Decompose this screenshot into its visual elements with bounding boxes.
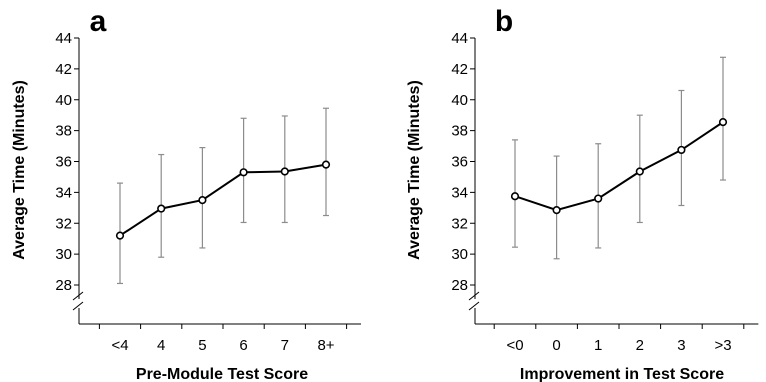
axis-break-mark xyxy=(468,291,480,301)
x-tick-label: <0 xyxy=(506,337,523,354)
x-axis-title: Pre-Module Test Score xyxy=(136,366,308,382)
y-tick-label: 42 xyxy=(55,61,72,78)
data-point xyxy=(552,206,561,215)
data-point xyxy=(635,167,644,176)
x-tick-label: 3 xyxy=(677,337,685,354)
data-point xyxy=(718,118,728,127)
y-tick-label: 38 xyxy=(55,123,72,140)
y-tick-label: 34 xyxy=(451,184,468,201)
data-point xyxy=(594,194,603,203)
x-tick-label: >3 xyxy=(714,337,731,354)
x-axis-title: Improvement in Test Score xyxy=(520,366,724,382)
y-tick-label: 40 xyxy=(55,92,72,109)
data-point xyxy=(280,167,289,176)
panel-letter: b xyxy=(495,5,513,38)
y-tick-label: 34 xyxy=(55,184,72,201)
x-tick-label: 8+ xyxy=(317,337,334,354)
y-tick-label: 30 xyxy=(55,246,72,263)
series-line xyxy=(119,163,327,237)
x-tick-label: 4 xyxy=(157,337,165,354)
panel-a: a 28 30 32 34 36 38 40 42 44 <4 4 5 6 7 8+ Pre-Module Te… xyxy=(11,5,362,382)
y-axis-title: Average Time (Minutes) xyxy=(406,80,423,260)
y-tick-label: 28 xyxy=(55,277,72,294)
panel-b: b 28 30 32 34 36 38 40 42 44 <0 0 1 2 3 >3 Improvement i… xyxy=(406,5,759,382)
y-tick-label: 42 xyxy=(451,61,468,78)
x-tick-label: 0 xyxy=(552,337,560,354)
y-tick-label: 30 xyxy=(451,246,468,263)
y-tick-label: 36 xyxy=(451,154,468,171)
data-point xyxy=(115,231,125,240)
y-tick-label: 40 xyxy=(451,92,468,109)
x-tick-label: 5 xyxy=(198,337,206,354)
y-tick-label: 38 xyxy=(451,123,468,140)
data-point xyxy=(157,204,166,213)
y-tick-label: 28 xyxy=(451,277,468,294)
y-tick-label: 44 xyxy=(55,30,72,47)
x-tick-label: 1 xyxy=(594,337,602,354)
y-tick-label: 36 xyxy=(55,154,72,171)
y-axis-title: Average Time (Minutes) xyxy=(11,80,28,260)
data-point xyxy=(677,145,686,155)
x-tick-label: 2 xyxy=(636,337,644,354)
axis-break-mark xyxy=(72,301,84,311)
y-tick-label: 44 xyxy=(451,30,468,47)
data-point xyxy=(510,192,520,201)
panel-letter: a xyxy=(90,5,107,38)
x-tick-label: <4 xyxy=(111,337,128,354)
data-point xyxy=(239,168,248,177)
data-point xyxy=(198,195,207,205)
axis-break-mark xyxy=(468,301,480,311)
data-point xyxy=(321,160,331,169)
x-tick-label: 7 xyxy=(281,337,289,354)
y-tick-label: 32 xyxy=(55,215,72,232)
axis-break-mark xyxy=(72,291,84,301)
series-line xyxy=(514,121,724,212)
y-tick-label: 32 xyxy=(451,215,468,232)
x-tick-label: 6 xyxy=(239,337,247,354)
